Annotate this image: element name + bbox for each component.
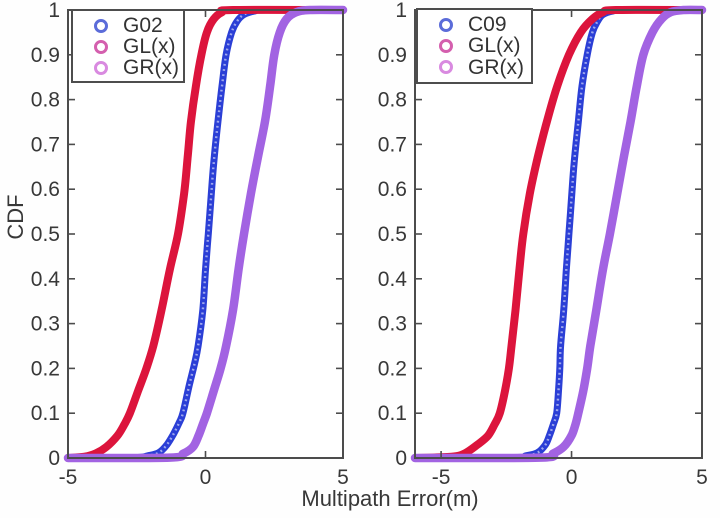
y-tick-label: 0.5 bbox=[31, 223, 60, 246]
x-tick-label: 0 bbox=[566, 466, 578, 489]
y-tick-label: 0.7 bbox=[31, 133, 60, 156]
x-tick-label: 0 bbox=[200, 466, 212, 489]
y-tick-label: 1 bbox=[395, 0, 407, 22]
y-tick-label: 0.3 bbox=[31, 313, 60, 336]
y-tick-label: 0.6 bbox=[31, 178, 60, 201]
series-curve-glx bbox=[411, 5, 706, 462]
x-tick-label: -5 bbox=[59, 466, 78, 489]
y-tick-label: 0.6 bbox=[378, 178, 407, 201]
y-tick-label: 0.9 bbox=[378, 44, 407, 67]
y-tick-label: 0 bbox=[48, 447, 60, 470]
y-tick-label: 0.9 bbox=[31, 44, 60, 67]
x-tick-label: -5 bbox=[432, 466, 451, 489]
legend-label: C09 bbox=[468, 13, 507, 37]
circle-marker-icon bbox=[439, 60, 453, 75]
legend-left: G02 GL(x) GR(x) bbox=[71, 9, 185, 83]
legend-label: GL(x) bbox=[468, 34, 521, 58]
series-curve-grx bbox=[410, 5, 707, 463]
circle-marker-icon bbox=[94, 18, 108, 33]
y-tick-label: 0.8 bbox=[378, 89, 407, 112]
y-tick-label: 0.2 bbox=[31, 357, 60, 380]
y-tick-label: 0 bbox=[395, 447, 407, 470]
legend-item: C09 bbox=[439, 14, 525, 35]
x-tick-label: 5 bbox=[696, 466, 708, 489]
x-tick-label: 5 bbox=[337, 466, 349, 489]
y-axis-label: CDF bbox=[3, 194, 28, 240]
legend-label: GR(x) bbox=[468, 55, 524, 79]
circle-marker-icon bbox=[439, 17, 453, 32]
circle-marker-icon bbox=[94, 60, 108, 75]
y-tick-label: 0.4 bbox=[378, 268, 408, 291]
x-axis-label: Multipath Error(m) bbox=[301, 486, 479, 511]
legend-right: C09 GL(x) GR(x) bbox=[416, 8, 533, 84]
y-tick-label: 0.4 bbox=[31, 268, 61, 291]
legend-label: GR(x) bbox=[123, 56, 179, 79]
legend-item: GL(x) bbox=[94, 36, 177, 57]
series-curve-g02 bbox=[64, 6, 347, 462]
circle-marker-icon bbox=[94, 39, 108, 54]
series-curve-grx bbox=[63, 5, 348, 463]
y-tick-label: 0.8 bbox=[31, 89, 60, 112]
y-tick-label: 0.1 bbox=[31, 402, 60, 425]
circle-marker-icon bbox=[439, 38, 453, 53]
legend-item: GL(x) bbox=[439, 35, 525, 56]
series-curve-glx bbox=[64, 5, 347, 462]
y-tick-label: 1 bbox=[48, 0, 60, 22]
legend-item: GR(x) bbox=[94, 56, 179, 79]
legend-label: G02 bbox=[123, 14, 163, 37]
legend-item: GR(x) bbox=[439, 57, 525, 78]
y-tick-label: 0.3 bbox=[378, 313, 407, 336]
y-tick-label: 0.7 bbox=[378, 133, 407, 156]
legend-label: GL(x) bbox=[123, 35, 176, 58]
y-tick-label: 0.1 bbox=[378, 402, 407, 425]
y-tick-label: 0.5 bbox=[378, 223, 407, 246]
legend-item: G02 bbox=[94, 15, 177, 36]
y-tick-label: 0.2 bbox=[378, 357, 407, 380]
series-curve-texture bbox=[414, 8, 703, 460]
